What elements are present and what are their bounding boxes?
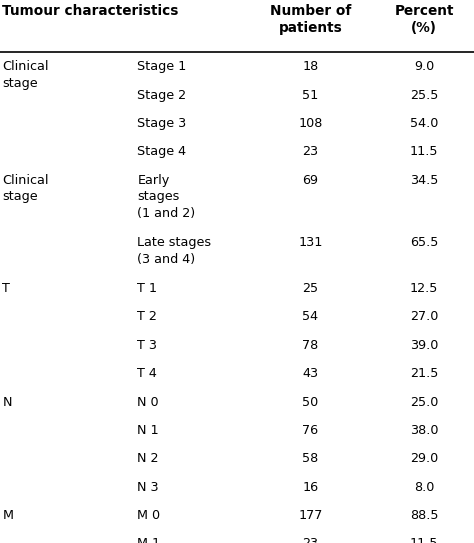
Text: T 2: T 2: [137, 311, 157, 324]
Text: Number of
patients: Number of patients: [270, 4, 351, 35]
Text: N 0: N 0: [137, 395, 159, 408]
Text: 18: 18: [302, 60, 319, 73]
Text: M 1: M 1: [137, 538, 161, 543]
Text: 12.5: 12.5: [410, 282, 438, 295]
Text: T 4: T 4: [137, 367, 157, 380]
Text: Tumour characteristics: Tumour characteristics: [2, 4, 179, 18]
Text: M 0: M 0: [137, 509, 161, 522]
Text: Percent
(%): Percent (%): [394, 4, 454, 35]
Text: N 3: N 3: [137, 481, 159, 494]
Text: 177: 177: [298, 509, 323, 522]
Text: 78: 78: [302, 339, 319, 352]
Text: 11.5: 11.5: [410, 538, 438, 543]
Text: 88.5: 88.5: [410, 509, 438, 522]
Text: 43: 43: [302, 367, 319, 380]
Text: 23: 23: [302, 146, 319, 158]
Text: N 2: N 2: [137, 452, 159, 465]
Text: Late stages
(3 and 4): Late stages (3 and 4): [137, 237, 211, 266]
Text: 16: 16: [302, 481, 319, 494]
Text: 76: 76: [302, 424, 319, 437]
Text: 29.0: 29.0: [410, 452, 438, 465]
Text: T 3: T 3: [137, 339, 157, 352]
Text: 51: 51: [302, 89, 319, 102]
Text: 21.5: 21.5: [410, 367, 438, 380]
Text: 34.5: 34.5: [410, 174, 438, 187]
Text: 38.0: 38.0: [410, 424, 438, 437]
Text: Clinical
stage: Clinical stage: [2, 174, 49, 203]
Text: Stage 4: Stage 4: [137, 146, 187, 158]
Text: 131: 131: [298, 237, 323, 249]
Text: Stage 1: Stage 1: [137, 60, 187, 73]
Text: 54.0: 54.0: [410, 117, 438, 130]
Text: 39.0: 39.0: [410, 339, 438, 352]
Text: 25.5: 25.5: [410, 89, 438, 102]
Text: 8.0: 8.0: [414, 481, 434, 494]
Text: Early
stages
(1 and 2): Early stages (1 and 2): [137, 174, 196, 219]
Text: Clinical
stage: Clinical stage: [2, 60, 49, 90]
Text: 54: 54: [302, 311, 319, 324]
Text: N: N: [2, 395, 12, 408]
Text: 11.5: 11.5: [410, 146, 438, 158]
Text: T: T: [2, 282, 10, 295]
Text: 23: 23: [302, 538, 319, 543]
Text: M: M: [2, 509, 13, 522]
Text: 9.0: 9.0: [414, 60, 434, 73]
Text: 58: 58: [302, 452, 319, 465]
Text: Stage 3: Stage 3: [137, 117, 187, 130]
Text: 25.0: 25.0: [410, 395, 438, 408]
Text: T 1: T 1: [137, 282, 157, 295]
Text: Stage 2: Stage 2: [137, 89, 187, 102]
Text: 25: 25: [302, 282, 319, 295]
Text: 50: 50: [302, 395, 319, 408]
Text: N 1: N 1: [137, 424, 159, 437]
Text: 69: 69: [302, 174, 319, 187]
Text: 27.0: 27.0: [410, 311, 438, 324]
Text: 65.5: 65.5: [410, 237, 438, 249]
Text: 108: 108: [298, 117, 323, 130]
